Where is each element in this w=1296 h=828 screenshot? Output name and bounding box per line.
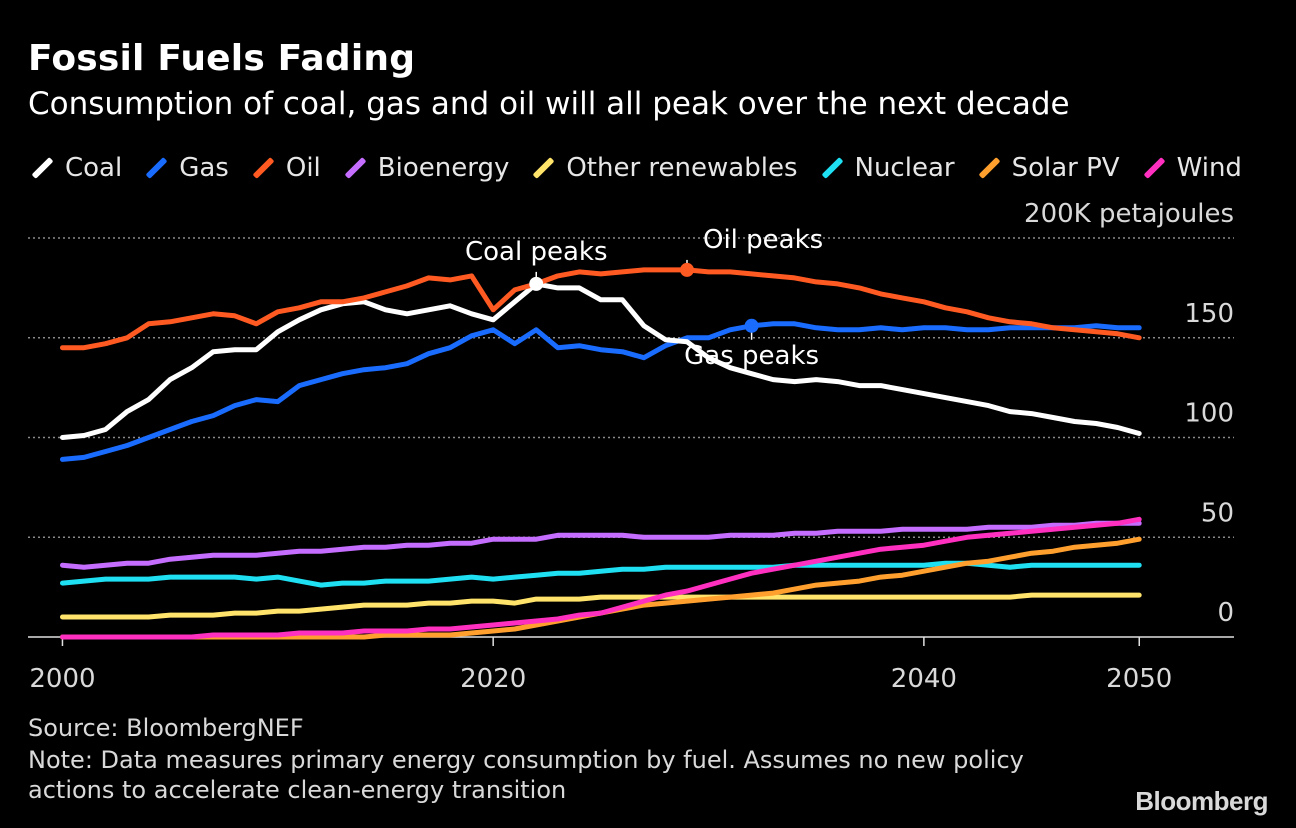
legend-label-nuclear: Nuclear (854, 153, 955, 183)
y-tick-label-150: 150 (1184, 299, 1234, 329)
series-line-bioenergy (60, 520, 1142, 570)
annotation-label-oil-peaks: Oil peaks (703, 225, 823, 255)
legend-label-other-renewables: Other renewables (566, 153, 798, 183)
x-tick-label-2020: 2020 (460, 664, 526, 694)
series-line-coal (60, 281, 1142, 440)
annotation-marker-oil-peaks (679, 262, 694, 277)
annotation-marker-gas-peaks (744, 318, 759, 333)
legend-item-solar-pv: Solar PV (975, 153, 1120, 183)
legend-label-coal: Coal (65, 153, 123, 183)
y-tick-label-0: 0 (1217, 598, 1234, 628)
legend-item-gas: Gas (142, 153, 229, 183)
legend-label-oil: Oil (285, 153, 321, 183)
footnote: Note: Data measures primary energy consu… (28, 746, 1024, 804)
series-line-nuclear (60, 560, 1142, 588)
legend-item-other-renewables: Other renewables (529, 153, 798, 183)
legend-label-bioenergy: Bioenergy (377, 153, 510, 183)
legend-label-wind: Wind (1176, 153, 1242, 183)
annotation-label-gas-peaks: Gas peaks (684, 341, 819, 371)
legend-item-oil: Oil (249, 153, 321, 183)
legend-item-coal: Coal (28, 153, 122, 183)
legend-label-solar-pv: Solar PV (1011, 153, 1120, 183)
y-axis-unit-label: 200K petajoules (1024, 199, 1234, 229)
y-tick-label-50: 50 (1201, 498, 1234, 528)
series-line-gas (60, 321, 1142, 462)
legend-item-nuclear: Nuclear (818, 153, 955, 183)
legend-label-gas: Gas (179, 153, 229, 183)
x-tick-label-2000: 2000 (29, 664, 95, 694)
chart-legend: Coal Gas Oil Bioenergy Other renewables Nucle… (28, 148, 1242, 188)
y-tick-label-100: 100 (1184, 399, 1234, 429)
annotation-label-coal-peaks: Coal peaks (465, 237, 608, 267)
series-line-oil (60, 267, 1142, 351)
chart-subtitle: Consumption of coal, gas and oil will al… (28, 86, 1070, 122)
series-line-other-renewables (60, 592, 1142, 620)
line-chart: 200K petajoules 0 50 100 150 2000 2020 2040 2050… (28, 199, 1234, 694)
legend-item-bioenergy: Bioenergy (341, 153, 510, 183)
series-line-wind (60, 516, 1142, 640)
x-tick-label-2040: 2040 (891, 664, 957, 694)
legend-item-wind: Wind (1140, 153, 1242, 183)
annotation-marker-coal-peaks (529, 276, 544, 291)
chart-title: Fossil Fuels Fading (28, 38, 416, 79)
x-tick-label-2050: 2050 (1106, 664, 1172, 694)
bloomberg-logo: Bloomberg (1135, 786, 1268, 816)
source-note: Source: BloombergNEF (28, 714, 304, 742)
